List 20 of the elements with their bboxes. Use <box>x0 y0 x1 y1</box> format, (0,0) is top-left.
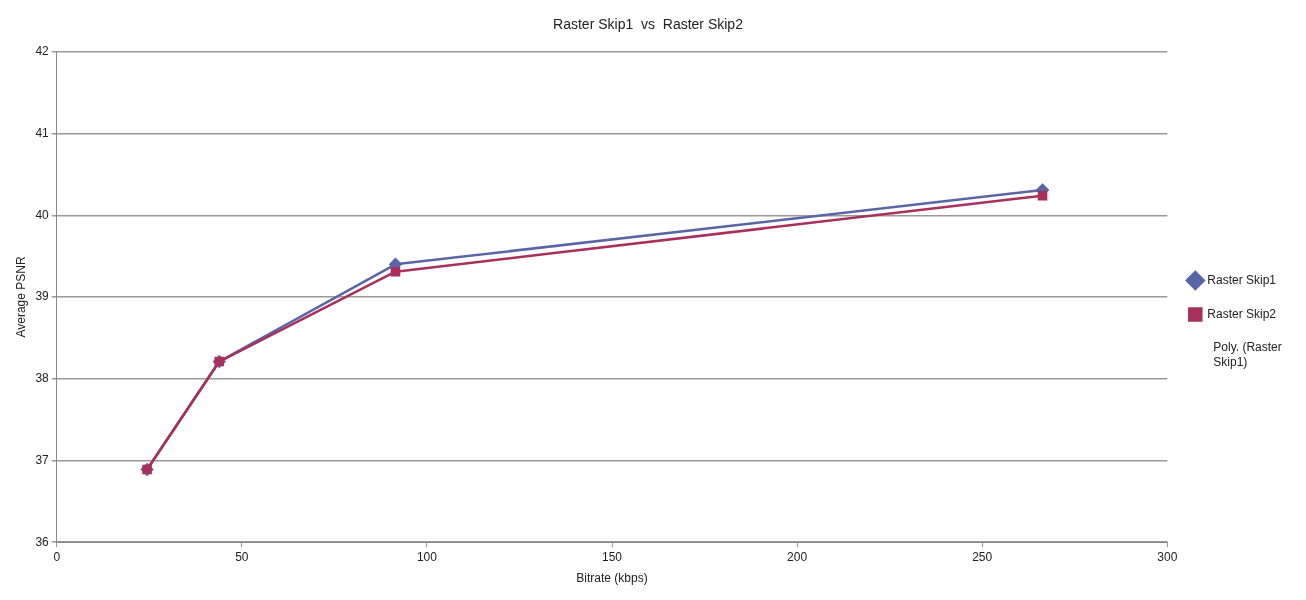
y-axis-title: Average PSNR <box>13 256 28 338</box>
x-tick-label: 200 <box>787 549 808 564</box>
x-tick-label: 300 <box>1157 549 1178 564</box>
y-tick-label: 42 <box>35 44 50 59</box>
y-tick-label: 39 <box>35 289 50 304</box>
y-tick-label: 41 <box>35 125 50 140</box>
legend-label: Raster Skip1 <box>1207 272 1277 287</box>
legend-label: Raster Skip2 <box>1207 306 1277 321</box>
y-tick-label: 38 <box>35 371 50 386</box>
y-tick-label: 40 <box>35 207 50 222</box>
x-tick-label: 100 <box>416 549 438 564</box>
x-tick-label: 250 <box>972 549 993 564</box>
x-axis-title: Bitrate (kbps) <box>576 571 648 586</box>
x-tick-label: 0 <box>53 549 61 564</box>
chart-title: Raster Skip1 vs Raster Skip2 <box>553 16 744 33</box>
x-tick-label: 50 <box>235 549 249 564</box>
x-tick-label: 150 <box>602 549 623 564</box>
text: Poly. (Raster Skip1) <box>1213 339 1282 369</box>
y-tick-label: 36 <box>35 534 50 549</box>
y-tick-label: 37 <box>35 452 50 467</box>
